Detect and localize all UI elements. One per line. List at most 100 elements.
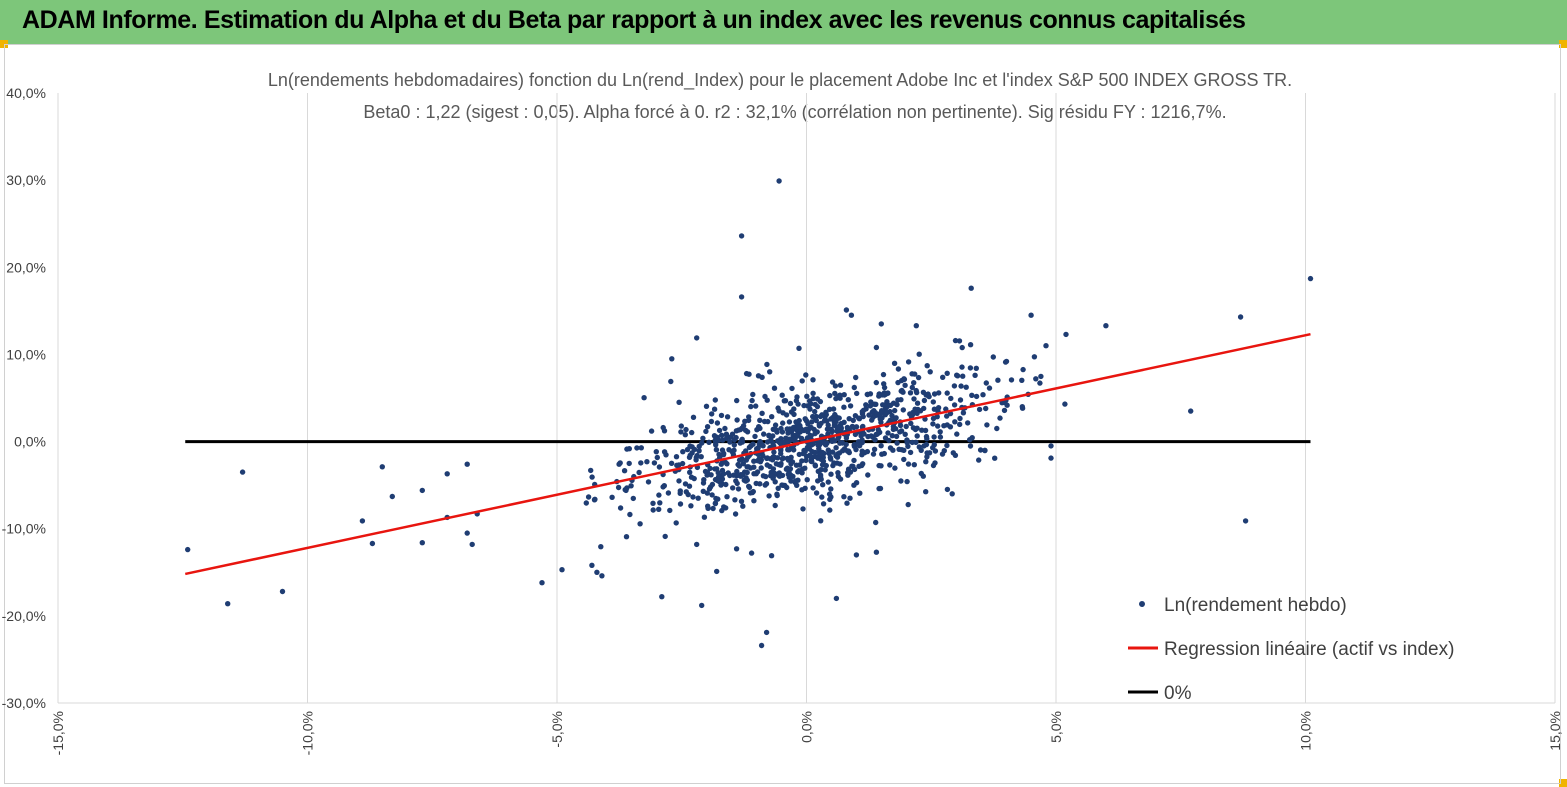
data-point [977, 447, 984, 453]
data-point [826, 406, 833, 412]
data-point [860, 413, 866, 420]
data-point [807, 406, 813, 412]
data-point [733, 428, 740, 434]
data-point [650, 507, 656, 513]
data-point [742, 418, 748, 424]
x-tick-label: 15,0% [1547, 711, 1563, 751]
data-point [669, 356, 675, 362]
data-point [766, 493, 772, 499]
data-point [744, 477, 750, 483]
data-point [796, 451, 802, 458]
data-point [876, 391, 882, 397]
data-point [905, 501, 911, 508]
data-point [724, 494, 730, 500]
data-point [852, 413, 859, 419]
data-point [733, 546, 740, 552]
data-point [804, 393, 810, 399]
data-point [949, 491, 955, 497]
data-point [924, 436, 930, 442]
corner-marker-top-right [1559, 40, 1567, 48]
data-point [759, 410, 765, 416]
data-point [893, 433, 900, 440]
data-point [791, 447, 797, 453]
data-point [690, 494, 696, 500]
data-point [714, 420, 721, 426]
data-point [877, 485, 884, 492]
data-point [817, 451, 823, 457]
y-tick-label: -10,0% [2, 521, 46, 537]
legend-label: 0% [1164, 683, 1192, 704]
data-point [369, 540, 376, 547]
legend-label: Regression linéaire (actif vs index) [1164, 639, 1454, 660]
data-point [723, 505, 729, 511]
data-point [469, 541, 475, 548]
data-point [837, 461, 843, 467]
data-point [694, 335, 700, 341]
data-point [957, 397, 964, 403]
data-point [821, 440, 827, 446]
x-tick-label: -5,0% [549, 711, 565, 748]
data-point [729, 431, 736, 437]
data-point [769, 414, 775, 420]
data-point [716, 427, 723, 434]
data-point [823, 409, 829, 415]
legend-marker-scatter [1139, 601, 1145, 607]
data-point [828, 486, 834, 492]
data-point [832, 390, 838, 397]
data-point [832, 411, 838, 418]
data-point [636, 469, 642, 476]
data-point [764, 462, 770, 468]
data-point [704, 424, 711, 430]
data-point [704, 472, 710, 478]
data-point [279, 588, 286, 595]
data-point [895, 366, 902, 372]
data-point [630, 495, 636, 502]
data-point [867, 403, 874, 409]
data-point [725, 470, 731, 476]
corner-marker-bottom-right [1559, 779, 1567, 787]
x-tick-label: 5,0% [1048, 711, 1064, 743]
data-point [780, 410, 786, 416]
data-point [621, 468, 628, 474]
data-point [902, 431, 908, 437]
data-point [768, 553, 775, 559]
data-point [944, 370, 950, 376]
data-point [859, 462, 865, 469]
data-point [983, 405, 989, 412]
data-point [782, 398, 789, 404]
y-tick-label: -30,0% [2, 695, 46, 711]
data-point [712, 500, 719, 507]
data-point [908, 420, 914, 427]
data-point [734, 480, 740, 487]
data-point [823, 462, 829, 469]
data-point [861, 431, 867, 437]
data-point [851, 457, 857, 464]
report-header-bar: ADAM Informe. Estimation du Alpha et du … [0, 0, 1567, 44]
data-point [880, 371, 887, 378]
data-point [1031, 354, 1038, 360]
data-point [873, 401, 879, 407]
data-point [892, 407, 898, 414]
data-point [1003, 358, 1010, 365]
data-point [841, 446, 848, 452]
data-point [653, 449, 659, 455]
data-point [812, 401, 818, 408]
data-point [766, 433, 772, 439]
data-point [972, 372, 978, 378]
data-point [624, 485, 630, 491]
data-point [825, 431, 831, 437]
data-point [887, 445, 894, 451]
chart-title-line-2: Beta0 : 1,22 (sigest : 0,05). Alpha forc… [363, 102, 1226, 122]
data-point [951, 383, 958, 389]
data-point [956, 338, 963, 344]
data-point [828, 426, 834, 432]
data-point [656, 506, 662, 512]
data-point [901, 456, 907, 463]
data-point [791, 406, 797, 412]
data-point [736, 463, 743, 469]
data-point [847, 495, 853, 501]
data-point [719, 447, 726, 453]
data-point [734, 473, 740, 479]
data-point [700, 435, 706, 441]
data-point [753, 403, 759, 409]
